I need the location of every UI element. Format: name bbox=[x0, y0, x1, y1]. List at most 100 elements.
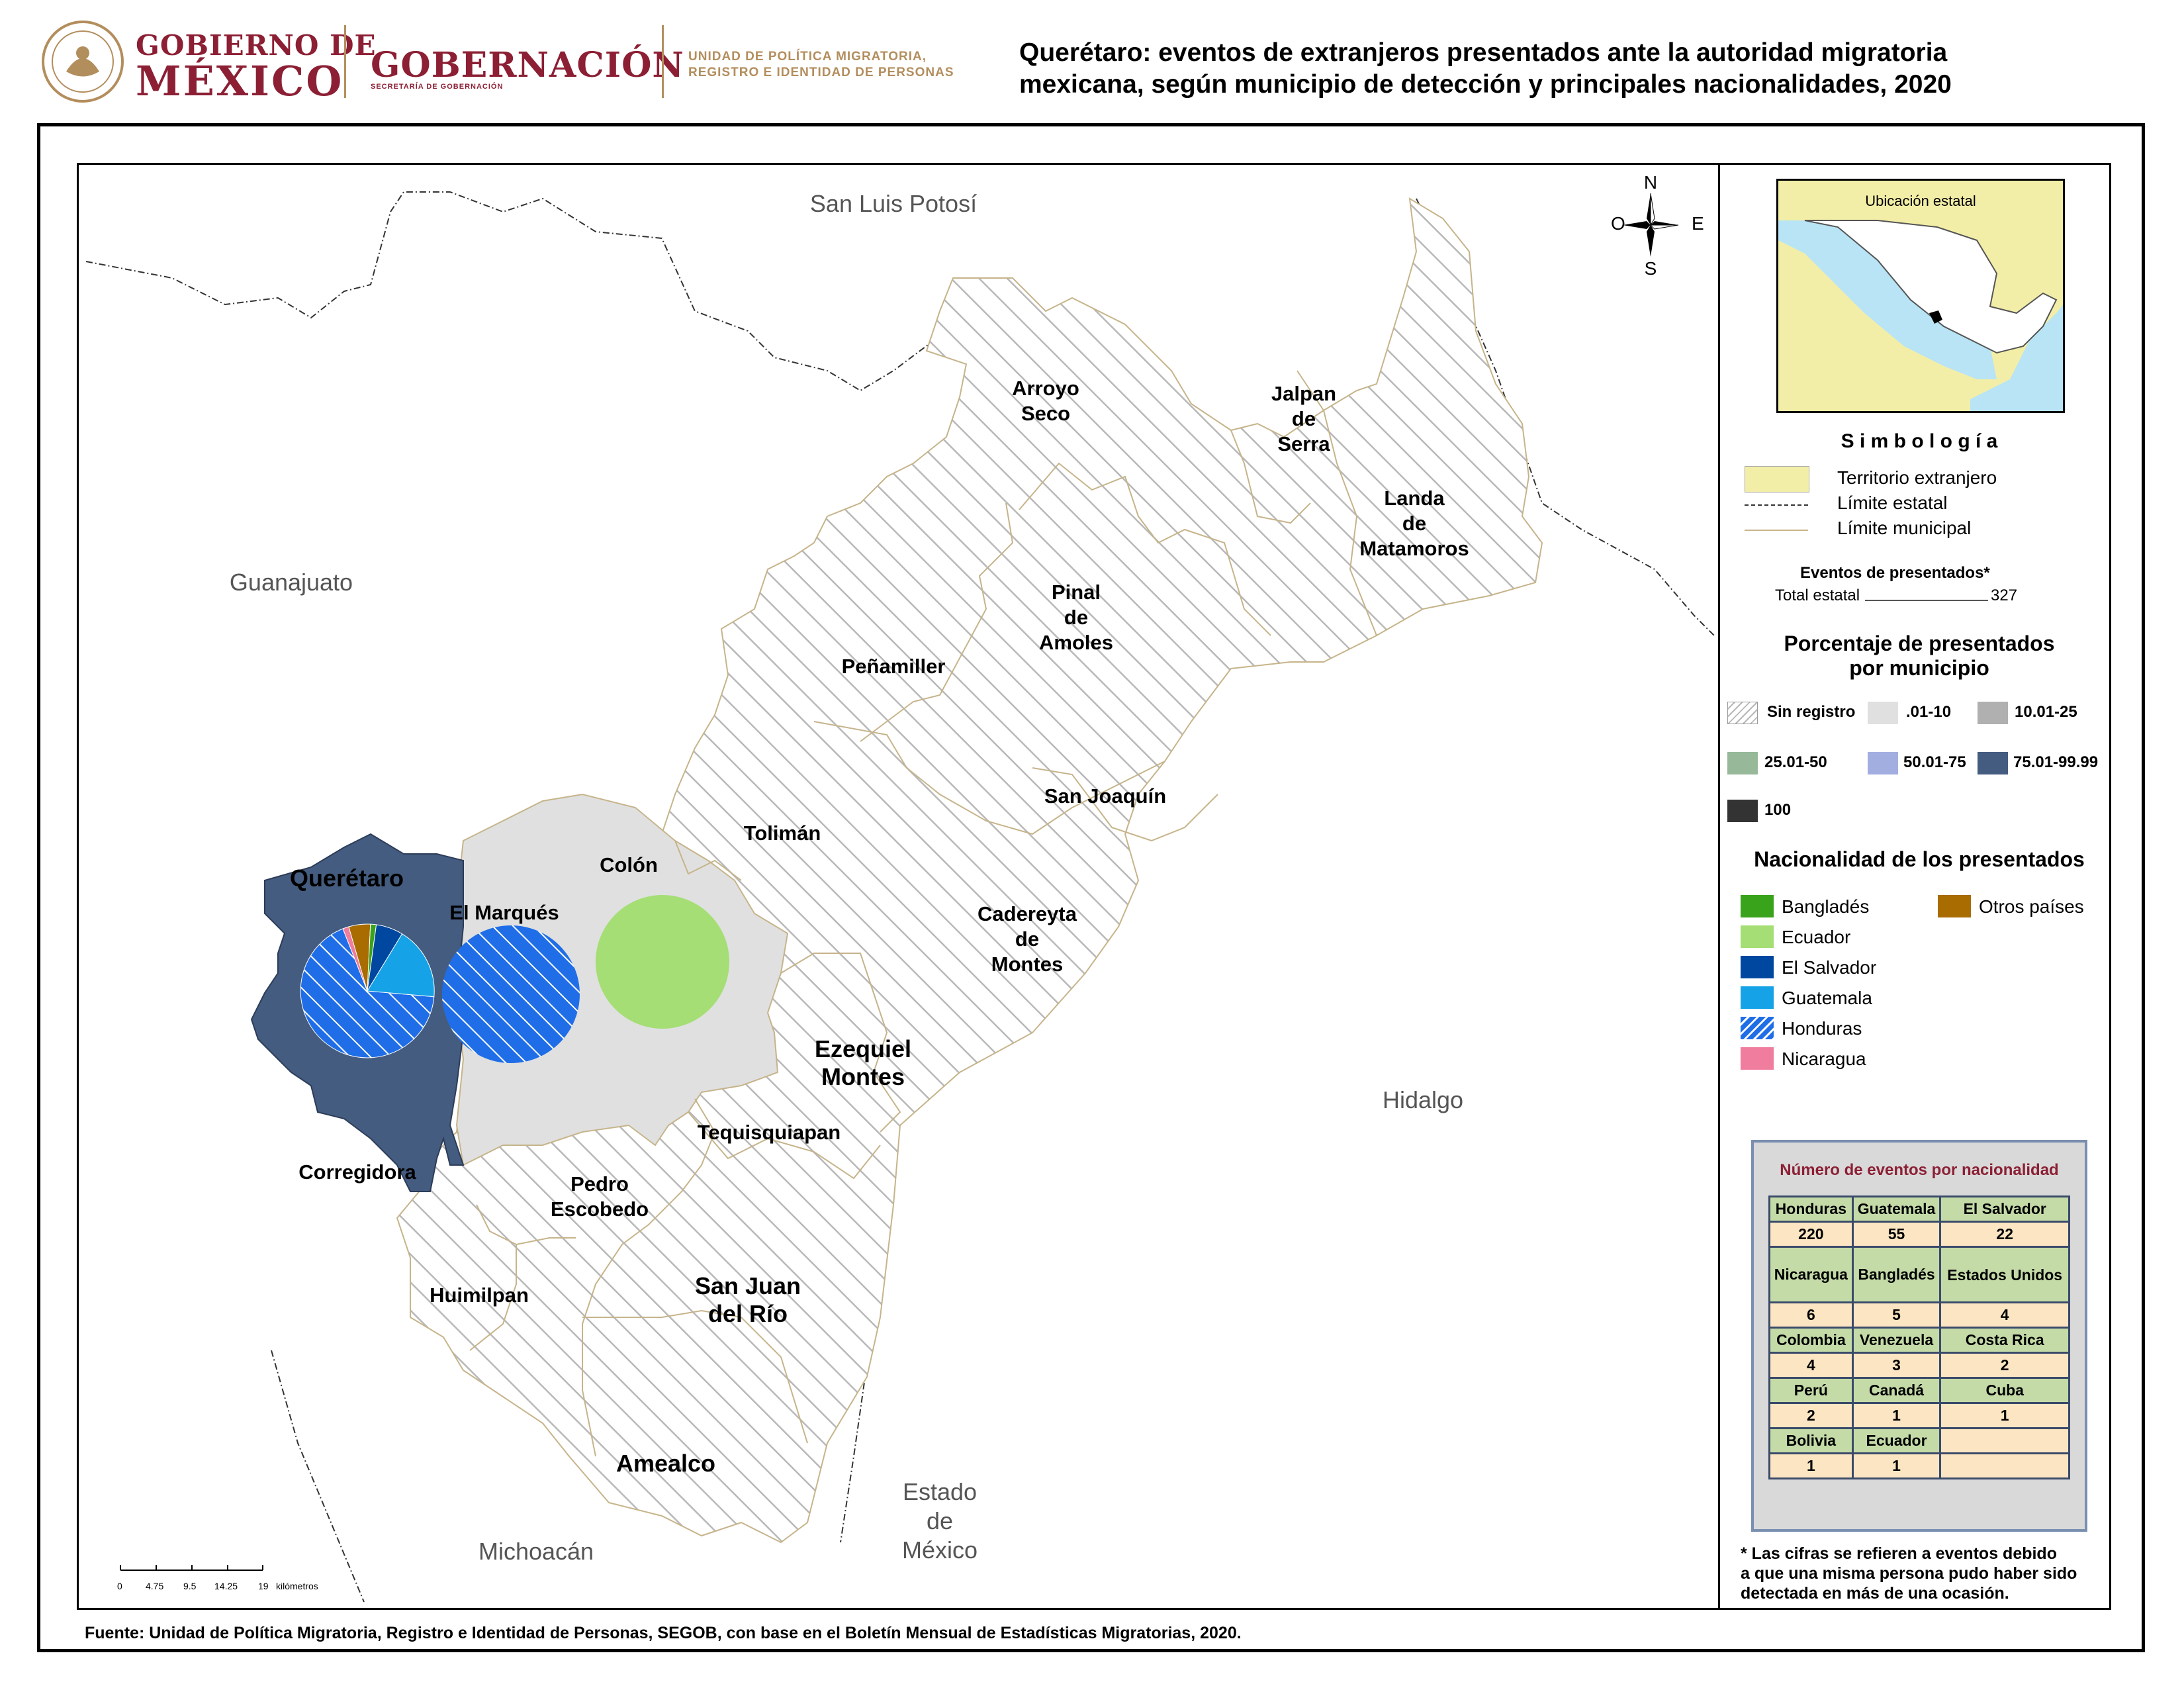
scale-tick-4: 19 bbox=[258, 1581, 269, 1591]
table-cell: 4 bbox=[1768, 1352, 1854, 1379]
nat-swatch-guatemala bbox=[1741, 986, 1774, 1009]
class-swatch-01-10 bbox=[1868, 702, 1898, 724]
table-cell: 220 bbox=[1768, 1221, 1854, 1248]
scale-tick-2: 9.5 bbox=[183, 1581, 197, 1591]
table-cell: Ecuador bbox=[1851, 1427, 1942, 1454]
outer-frame bbox=[37, 123, 2145, 1652]
scale-tick-3: 14.25 bbox=[214, 1581, 238, 1591]
class-swatch-10-25 bbox=[1978, 702, 2008, 724]
state-label-michoacan: Michoacán bbox=[478, 1538, 594, 1565]
label-ezequiel-montes: Ezequiel Montes bbox=[764, 1035, 962, 1091]
north-arrow-icon bbox=[1611, 179, 1690, 278]
source-text: Fuente: Unidad de Política Migratoria, R… bbox=[85, 1624, 1242, 1642]
label-pinal: Pinal de Amoles bbox=[977, 580, 1175, 655]
table-cell: Venezuela bbox=[1851, 1327, 1942, 1354]
footnote: * Las cifras se refieren a eventos debid… bbox=[1741, 1544, 2077, 1603]
territorio-swatch bbox=[1745, 466, 1809, 492]
map-frame bbox=[77, 163, 2111, 1610]
total-estatal-line bbox=[1865, 600, 1988, 601]
table-cell: Estados Unidos bbox=[1939, 1246, 2070, 1303]
landa-line-2: de bbox=[1402, 512, 1427, 535]
pinal-line-2: de bbox=[1064, 606, 1089, 629]
label-el-marques: El Marqués bbox=[449, 901, 559, 924]
header-separator-2 bbox=[662, 25, 664, 98]
nat-swatch-banglades bbox=[1741, 895, 1774, 917]
title-line-2: mexicana, según municipio de detección y… bbox=[1019, 70, 1952, 99]
table-cell: 1 bbox=[1851, 1402, 1942, 1429]
mexico-text: MÉXICO bbox=[136, 57, 344, 105]
label-arroyo-seco: Arroyo Seco bbox=[946, 376, 1145, 426]
nat-label-el-salvador: El Salvador bbox=[1782, 957, 1877, 978]
class-swatch-75-99 bbox=[1978, 752, 2008, 774]
arroyo-line-1: Arroyo bbox=[1012, 377, 1079, 400]
legend-divider bbox=[1718, 163, 1720, 1610]
cadereyta-line-2: de bbox=[1015, 927, 1040, 951]
scale-unit: kilómetros bbox=[276, 1581, 318, 1591]
table-cell: Bangladés bbox=[1851, 1246, 1942, 1303]
table-cell: Canadá bbox=[1851, 1377, 1942, 1404]
label-corregidora: Corregidora bbox=[298, 1160, 416, 1184]
nat-label-guatemala: Guatemala bbox=[1782, 988, 1872, 1008]
label-colon: Colón bbox=[600, 853, 658, 876]
unidad-line-1: UNIDAD DE POLÍTICA MIGRATORIA, bbox=[688, 50, 927, 64]
nat-swatch-ecuador bbox=[1741, 925, 1774, 948]
pie-slice-guatemala bbox=[367, 933, 435, 998]
nat-swatch-nicaragua bbox=[1741, 1047, 1774, 1070]
eventos-title: Eventos de presentados* bbox=[1800, 564, 1990, 582]
nat-swatch-otros bbox=[1938, 895, 1971, 917]
table-cell: 2 bbox=[1939, 1352, 2070, 1379]
table-cell: 6 bbox=[1768, 1301, 1854, 1329]
el-marques-pie-honduras bbox=[442, 925, 580, 1063]
nationality-table-box: Número de eventos por nacionalidad Hondu… bbox=[1751, 1140, 2087, 1532]
pinal-line-1: Pinal bbox=[1051, 581, 1101, 604]
class-swatch-100 bbox=[1727, 800, 1758, 822]
label-huimilpan: Huimilpan bbox=[430, 1284, 529, 1307]
queretaro-pie-chart bbox=[300, 923, 435, 1058]
table-cell bbox=[1939, 1452, 2070, 1479]
limite-municipal-line bbox=[1745, 530, 1808, 531]
queretaro-state-area bbox=[396, 197, 1543, 1544]
table-cell: 22 bbox=[1939, 1221, 2070, 1248]
municipal-limits bbox=[469, 370, 1377, 1457]
compass-s: S bbox=[1644, 258, 1657, 279]
compass-e: E bbox=[1692, 213, 1704, 234]
compass-o: O bbox=[1611, 213, 1625, 234]
scale-tick-1: 4.75 bbox=[146, 1581, 164, 1591]
state-label-hidalgo: Hidalgo bbox=[1382, 1086, 1464, 1113]
porcentaje-line-2: por municipio bbox=[1849, 656, 1989, 680]
limite-estatal-label: Límite estatal bbox=[1837, 492, 1948, 513]
table-cell: 2 bbox=[1768, 1402, 1854, 1429]
title-line-1: Querétaro: eventos de extranjeros presen… bbox=[1019, 38, 1948, 67]
pinal-line-3: Amoles bbox=[1039, 631, 1113, 654]
label-pedro-escobedo: Pedro Escobedo bbox=[500, 1172, 699, 1222]
edomex-line-3: México bbox=[901, 1536, 978, 1564]
state-label-edomex: Estado de México bbox=[841, 1477, 1039, 1565]
total-estatal-value: 327 bbox=[1991, 586, 2018, 604]
class-label-50-75: 50.01-75 bbox=[1903, 753, 1966, 771]
label-penamiller: Peñamiller bbox=[841, 655, 946, 678]
cadereyta-line-3: Montes bbox=[991, 953, 1064, 976]
pie-slice-honduras bbox=[300, 928, 435, 1058]
nat-swatch-el-salvador bbox=[1741, 956, 1774, 978]
label-landa: Landa de Matamoros bbox=[1315, 486, 1514, 561]
table-cell: 1 bbox=[1768, 1452, 1854, 1479]
header-separator bbox=[344, 25, 346, 98]
table-cell: Guatemala bbox=[1851, 1196, 1942, 1223]
class-label-10-25: 10.01-25 bbox=[2015, 703, 2077, 721]
ezequiel-line-2: Montes bbox=[821, 1063, 905, 1090]
san-juan-line-1: San Juan bbox=[694, 1272, 801, 1299]
class-swatch-50-75 bbox=[1868, 752, 1898, 774]
gobernacion-logo-text: GOBERNACIÓN bbox=[371, 45, 684, 85]
label-queretaro: Querétaro bbox=[289, 865, 404, 892]
label-amealco: Amealco bbox=[615, 1450, 716, 1477]
limite-estatal-line bbox=[1745, 504, 1808, 506]
total-estatal-label: Total estatal bbox=[1775, 586, 1860, 604]
colon-pie-ecuador bbox=[596, 895, 729, 1029]
table-cell: Perú bbox=[1768, 1377, 1854, 1404]
class-label-100: 100 bbox=[1764, 801, 1792, 819]
table-cell: Colombia bbox=[1768, 1327, 1854, 1354]
nat-label-otros: Otros países bbox=[1979, 896, 2084, 917]
table-cell: 55 bbox=[1851, 1221, 1942, 1248]
ezequiel-line-1: Ezequiel bbox=[814, 1035, 912, 1062]
map-canvas bbox=[85, 191, 1715, 1603]
